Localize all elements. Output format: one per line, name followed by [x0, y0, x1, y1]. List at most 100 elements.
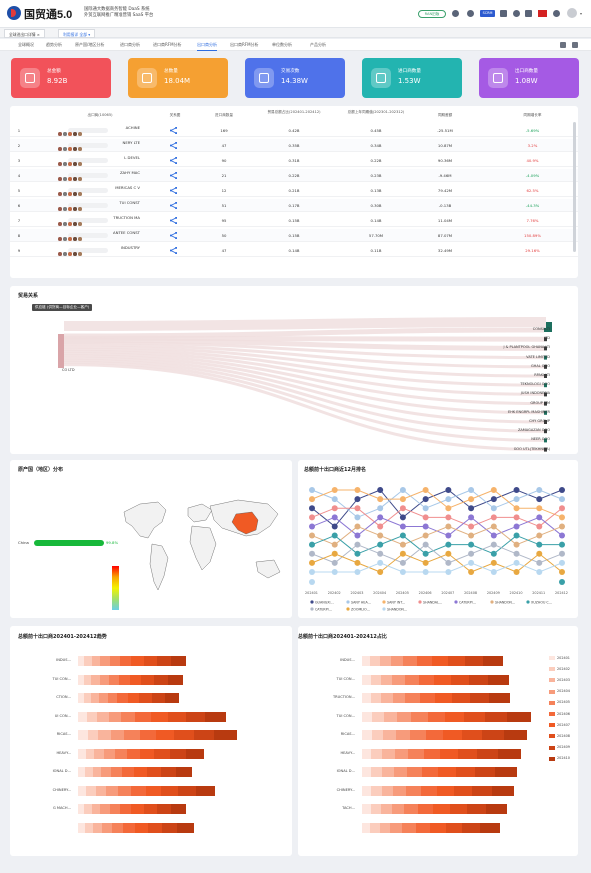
- bar-segment[interactable]: [362, 656, 371, 666]
- bar-segment[interactable]: [156, 656, 172, 666]
- bump-point[interactable]: [422, 541, 429, 548]
- bar-segment[interactable]: [78, 804, 85, 814]
- bar-segment[interactable]: [170, 804, 187, 814]
- col-total[interactable]: 贸易总额占比(202401-202412): [267, 110, 321, 114]
- bar-segment[interactable]: [418, 674, 435, 685]
- bar-segment[interactable]: [145, 785, 162, 796]
- bar-segment[interactable]: [174, 730, 194, 740]
- legend-item[interactable]: 202409: [557, 745, 570, 750]
- legend-item[interactable]: 202407: [557, 722, 570, 727]
- bar-segment[interactable]: [86, 785, 96, 796]
- table-scrollbar[interactable]: [573, 122, 576, 252]
- bump-point[interactable]: [377, 569, 384, 575]
- bump-point[interactable]: [331, 496, 338, 503]
- relation-graph-icon[interactable]: [170, 232, 177, 239]
- bump-point[interactable]: [377, 496, 384, 503]
- bump-point[interactable]: [468, 550, 475, 557]
- bar-segment[interactable]: [91, 656, 101, 666]
- bump-point[interactable]: [536, 532, 543, 539]
- bar-segment[interactable]: [394, 748, 409, 759]
- bar-segment[interactable]: [407, 767, 423, 777]
- bump-point[interactable]: [309, 523, 315, 530]
- bar-segment[interactable]: [391, 656, 404, 666]
- bar-segment[interactable]: [87, 730, 99, 740]
- bar-segment[interactable]: [462, 822, 481, 833]
- bar-segment[interactable]: [177, 785, 196, 796]
- bar-segment[interactable]: [390, 822, 403, 833]
- bump-point[interactable]: [536, 569, 543, 575]
- bump-point[interactable]: [309, 541, 315, 548]
- bump-point[interactable]: [490, 505, 497, 512]
- bar-segment[interactable]: [94, 748, 105, 759]
- row-exporter-name[interactable]: NERY LTE: [122, 140, 140, 145]
- bump-point[interactable]: [309, 532, 315, 539]
- bump-legend-item[interactable]: XUZHOU C...: [531, 600, 552, 604]
- bar-segment[interactable]: [381, 767, 395, 777]
- bar-segment[interactable]: [486, 804, 507, 814]
- bump-point[interactable]: [536, 541, 543, 548]
- relation-graph-icon[interactable]: [170, 217, 177, 224]
- bar-segment[interactable]: [122, 822, 136, 833]
- bump-point[interactable]: [331, 505, 338, 512]
- bump-point[interactable]: [445, 532, 452, 539]
- bump-point[interactable]: [354, 541, 361, 548]
- bar-segment[interactable]: [469, 693, 490, 703]
- bump-point[interactable]: [536, 550, 543, 557]
- bump-point[interactable]: [354, 569, 361, 575]
- legend-item[interactable]: 202408: [557, 733, 570, 738]
- bar-segment[interactable]: [370, 822, 381, 833]
- bar-segment[interactable]: [154, 748, 171, 759]
- row-exporter-name[interactable]: L DEVEL: [124, 155, 140, 160]
- row-exporter-name[interactable]: MERICAS C V: [115, 185, 140, 190]
- mail-icon[interactable]: [525, 10, 532, 17]
- bump-point[interactable]: [468, 496, 475, 503]
- bar-segment[interactable]: [467, 804, 487, 814]
- bar-segment[interactable]: [462, 730, 483, 740]
- bar-segment[interactable]: [98, 693, 108, 703]
- chevron-down-icon[interactable]: ▾: [580, 11, 583, 16]
- bar-segment[interactable]: [127, 693, 140, 703]
- bar-segment[interactable]: [480, 822, 500, 833]
- bar-segment[interactable]: [472, 785, 493, 796]
- table-row[interactable]: 7 TRUCTION MA 95 0.15B 0.14B 11.04M 7.76%: [10, 214, 578, 227]
- bar-segment[interactable]: [431, 656, 448, 666]
- bar-segment[interactable]: [120, 656, 132, 666]
- bar-segment[interactable]: [380, 804, 393, 814]
- bar-segment[interactable]: [477, 748, 499, 759]
- bump-point[interactable]: [331, 569, 338, 575]
- help-icon[interactable]: [452, 10, 459, 17]
- bar-segment[interactable]: [433, 804, 450, 814]
- bar-segment[interactable]: [408, 748, 424, 759]
- bump-point[interactable]: [513, 514, 520, 521]
- bar-segment[interactable]: [186, 748, 205, 759]
- bar-segment[interactable]: [78, 785, 87, 796]
- bump-point[interactable]: [377, 550, 384, 557]
- bar-segment[interactable]: [370, 674, 382, 685]
- bar-segment[interactable]: [162, 822, 178, 833]
- bar-segment[interactable]: [164, 693, 180, 703]
- bar-segment[interactable]: [504, 730, 528, 740]
- bump-point[interactable]: [536, 505, 543, 512]
- bar-segment[interactable]: [169, 748, 187, 759]
- bump-point[interactable]: [399, 559, 406, 566]
- bar-segment[interactable]: [109, 656, 121, 666]
- china-region[interactable]: [231, 511, 259, 535]
- bump-point[interactable]: [422, 559, 429, 566]
- bar-segment[interactable]: [455, 767, 476, 777]
- bar-segment[interactable]: [91, 804, 101, 814]
- bar-segment[interactable]: [489, 693, 511, 703]
- bump-point[interactable]: [354, 514, 361, 521]
- bar-segment[interactable]: [133, 767, 148, 777]
- bump-legend-item[interactable]: CATERPI...: [459, 600, 476, 604]
- bar-segment[interactable]: [99, 674, 109, 685]
- sankey-right-node[interactable]: [544, 328, 547, 332]
- bar-segment[interactable]: [95, 785, 107, 796]
- bar-segment[interactable]: [78, 693, 85, 703]
- bar-segment[interactable]: [426, 730, 444, 740]
- bar-segment[interactable]: [84, 822, 94, 833]
- bump-legend-item[interactable]: SANY INT...: [387, 600, 405, 604]
- bump-point[interactable]: [559, 532, 565, 539]
- bar-segment[interactable]: [146, 767, 161, 777]
- bump-point[interactable]: [513, 532, 520, 539]
- bump-legend-item[interactable]: SHANDON...: [495, 600, 515, 604]
